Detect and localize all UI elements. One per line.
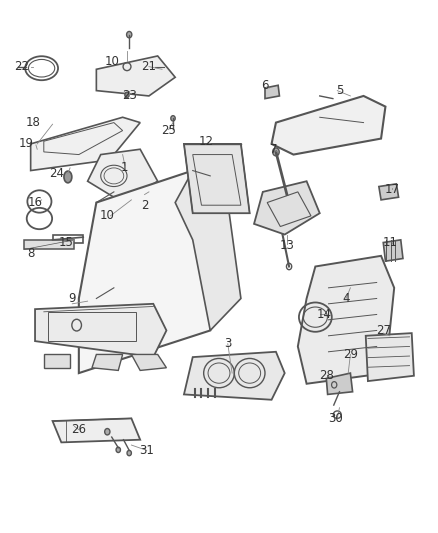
Text: 31: 31 [139, 444, 154, 457]
Polygon shape [184, 352, 285, 400]
Ellipse shape [64, 171, 72, 183]
Polygon shape [175, 171, 241, 330]
Ellipse shape [142, 192, 147, 197]
Polygon shape [254, 181, 320, 235]
Polygon shape [366, 333, 414, 381]
Text: 17: 17 [385, 183, 399, 196]
FancyBboxPatch shape [24, 240, 74, 249]
Polygon shape [326, 373, 353, 394]
Ellipse shape [285, 192, 289, 197]
Text: 6: 6 [261, 79, 269, 92]
Polygon shape [53, 418, 140, 442]
Polygon shape [379, 184, 399, 200]
Polygon shape [272, 96, 385, 155]
Text: 1: 1 [121, 161, 129, 174]
Polygon shape [31, 117, 140, 171]
Polygon shape [184, 144, 250, 213]
Text: 30: 30 [328, 412, 343, 425]
Polygon shape [96, 56, 175, 96]
Text: 13: 13 [279, 239, 294, 252]
Polygon shape [92, 354, 123, 370]
Text: 21: 21 [141, 60, 156, 73]
Polygon shape [383, 240, 403, 261]
Text: 10: 10 [100, 209, 115, 222]
Text: 5: 5 [336, 84, 343, 97]
Ellipse shape [127, 31, 132, 38]
Ellipse shape [125, 92, 129, 98]
Polygon shape [88, 149, 158, 203]
Polygon shape [298, 256, 394, 384]
Text: 3: 3 [224, 337, 231, 350]
Ellipse shape [171, 116, 175, 121]
Ellipse shape [127, 450, 131, 456]
Text: 27: 27 [376, 324, 391, 337]
Text: 23: 23 [122, 90, 137, 102]
Text: 12: 12 [198, 135, 213, 148]
Text: 19: 19 [19, 138, 34, 150]
Text: 8: 8 [27, 247, 34, 260]
Text: 18: 18 [25, 116, 40, 129]
Text: 14: 14 [317, 308, 332, 321]
Ellipse shape [116, 447, 120, 453]
Text: 4: 4 [342, 292, 350, 305]
Text: 26: 26 [71, 423, 86, 435]
Polygon shape [131, 354, 166, 370]
Polygon shape [265, 85, 279, 99]
Text: 9: 9 [68, 292, 76, 305]
Text: 24: 24 [49, 167, 64, 180]
Text: 16: 16 [28, 196, 42, 209]
Text: 29: 29 [343, 348, 358, 361]
Text: 7: 7 [270, 143, 278, 156]
Polygon shape [44, 354, 70, 368]
Text: 28: 28 [319, 369, 334, 382]
Ellipse shape [272, 148, 279, 156]
Ellipse shape [105, 429, 110, 435]
Polygon shape [35, 304, 166, 357]
Text: 11: 11 [382, 236, 397, 249]
Text: 15: 15 [58, 236, 73, 249]
Text: 25: 25 [161, 124, 176, 137]
Text: 2: 2 [141, 199, 148, 212]
Text: 10: 10 [104, 55, 119, 68]
Text: 22: 22 [14, 60, 29, 73]
Polygon shape [79, 171, 228, 373]
